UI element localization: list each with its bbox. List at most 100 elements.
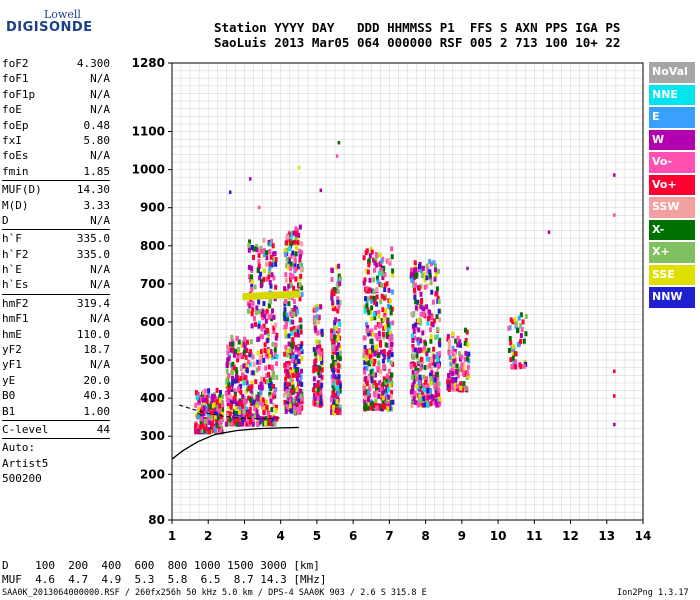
echo-mark bbox=[522, 363, 526, 369]
echo-mark bbox=[377, 393, 381, 399]
echo-mark bbox=[201, 423, 205, 429]
echo-mark bbox=[446, 336, 450, 342]
echo-mark bbox=[312, 376, 316, 382]
echo-mark bbox=[363, 369, 367, 375]
echo-mark bbox=[381, 317, 385, 323]
echo-mark bbox=[290, 253, 294, 259]
echo-mark bbox=[293, 263, 297, 269]
echo-mark bbox=[454, 369, 458, 375]
echo-mark bbox=[241, 372, 245, 378]
echo-mark bbox=[264, 261, 268, 267]
echo-mark bbox=[363, 405, 367, 411]
y-tick-label: 300 bbox=[140, 429, 165, 443]
echo-mark bbox=[366, 405, 370, 411]
echo-mark bbox=[288, 246, 292, 252]
echo-mark bbox=[228, 417, 232, 423]
echo-mark bbox=[416, 318, 420, 324]
echo-mark bbox=[287, 360, 291, 366]
echo-mark bbox=[270, 308, 274, 314]
echo-mark bbox=[370, 249, 374, 255]
legend-item-vo-: Vo- bbox=[649, 152, 695, 173]
echo-mark bbox=[271, 394, 275, 400]
echo-mark bbox=[249, 388, 253, 394]
echo-mark bbox=[285, 256, 289, 262]
echo-mark bbox=[231, 380, 235, 386]
echo-mark bbox=[250, 283, 254, 289]
echo-mark bbox=[317, 382, 321, 388]
echo-mark bbox=[364, 395, 368, 401]
echo-mark bbox=[377, 313, 381, 319]
echo-mark bbox=[292, 341, 296, 347]
echo-mark bbox=[263, 251, 267, 257]
echo-mark bbox=[242, 402, 246, 408]
echo-mark bbox=[291, 403, 295, 409]
echo-mark bbox=[242, 341, 246, 347]
echo-mark bbox=[269, 386, 273, 392]
echo-mark bbox=[367, 259, 371, 265]
echo-mark bbox=[296, 240, 300, 246]
echo-mark bbox=[299, 343, 303, 349]
echo-mark bbox=[300, 285, 304, 291]
echo-mark bbox=[419, 366, 423, 372]
echo-mark bbox=[425, 351, 429, 357]
echo-mark bbox=[316, 330, 320, 336]
echo-mark bbox=[205, 398, 209, 404]
echo-mark bbox=[375, 294, 379, 300]
echo-mark bbox=[200, 428, 204, 434]
echo-mark bbox=[274, 256, 278, 262]
echo-mark bbox=[413, 347, 417, 353]
param-value: N/A bbox=[90, 358, 110, 372]
echo-mark bbox=[316, 395, 320, 401]
echo-mark bbox=[416, 299, 420, 305]
echo-mark bbox=[336, 336, 340, 342]
echo-mark bbox=[369, 309, 373, 315]
echo-mark bbox=[466, 342, 470, 348]
echo-mark bbox=[418, 317, 422, 323]
echo-mark bbox=[208, 420, 212, 426]
echo-mark bbox=[220, 408, 224, 414]
echo-mark bbox=[234, 374, 238, 380]
echo-mark bbox=[378, 252, 382, 258]
echo-mark bbox=[332, 368, 336, 374]
param-value: N/A bbox=[90, 87, 110, 101]
echo-mark bbox=[421, 330, 425, 336]
echo-mark bbox=[228, 341, 232, 347]
echo-mark bbox=[203, 418, 207, 424]
echo-mark bbox=[261, 397, 265, 403]
echo-mark bbox=[236, 353, 240, 359]
echo-mark bbox=[291, 250, 295, 256]
echo-mark bbox=[288, 397, 292, 403]
echo-mark bbox=[319, 400, 323, 406]
echo-mark bbox=[297, 372, 301, 378]
echo-mark bbox=[283, 386, 287, 392]
echo-mark bbox=[390, 254, 394, 260]
echo-mark bbox=[423, 402, 427, 408]
echo-mark bbox=[197, 398, 201, 404]
digisonde-logo: Lowell DIGISONDE bbox=[4, 6, 104, 46]
echo-mark bbox=[338, 281, 342, 287]
echo-mark bbox=[218, 394, 222, 400]
param-name: foF1p bbox=[2, 87, 36, 101]
echo-mark bbox=[337, 342, 341, 348]
echo-mark bbox=[274, 404, 278, 410]
echo-mark bbox=[419, 320, 423, 326]
echo-mark bbox=[313, 305, 317, 311]
echo-mark bbox=[417, 347, 421, 353]
echo-mark bbox=[437, 268, 441, 274]
echo-mark bbox=[371, 342, 375, 348]
x-tick-label: 12 bbox=[562, 529, 579, 543]
legend-item-sse: SSE bbox=[649, 264, 695, 285]
echo-mark bbox=[425, 275, 429, 281]
echo-mark bbox=[272, 415, 276, 421]
echo-mark bbox=[318, 389, 322, 395]
echo-mark bbox=[456, 373, 460, 379]
echo-mark bbox=[366, 269, 370, 275]
echo-mark bbox=[249, 397, 253, 403]
echo-mark bbox=[419, 338, 423, 344]
echo-mark bbox=[380, 268, 384, 274]
echo-mark bbox=[428, 269, 432, 275]
echo-mark bbox=[421, 401, 425, 407]
echo-mark bbox=[225, 368, 229, 374]
echo-mark bbox=[194, 390, 198, 396]
echo-mark bbox=[411, 323, 415, 329]
